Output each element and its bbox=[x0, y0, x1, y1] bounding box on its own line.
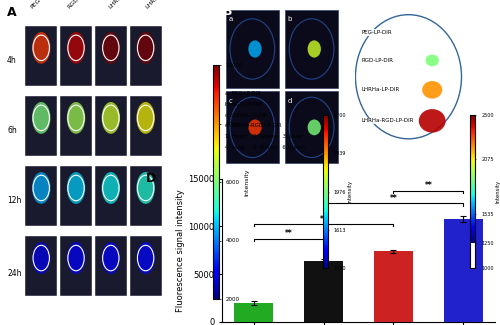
Y-axis label: Intensity: Intensity bbox=[348, 180, 352, 203]
Text: 4: Lung     5: Kidney   6: Tumor: 4: Lung 5: Kidney 6: Tumor bbox=[224, 145, 305, 150]
FancyBboxPatch shape bbox=[26, 96, 57, 156]
Ellipse shape bbox=[102, 172, 120, 204]
Bar bbox=[444, 219, 482, 322]
Text: 4h: 4h bbox=[7, 56, 17, 65]
Ellipse shape bbox=[136, 242, 155, 274]
Ellipse shape bbox=[32, 32, 50, 64]
Ellipse shape bbox=[102, 32, 120, 64]
Text: A: A bbox=[7, 6, 16, 20]
Text: LHRHa-LP-DIR: LHRHa-LP-DIR bbox=[108, 0, 142, 10]
FancyBboxPatch shape bbox=[26, 26, 57, 86]
Text: 6h: 6h bbox=[7, 126, 17, 135]
Y-axis label: Intensity: Intensity bbox=[495, 180, 500, 203]
FancyBboxPatch shape bbox=[130, 236, 162, 296]
FancyBboxPatch shape bbox=[285, 10, 338, 88]
Text: D: D bbox=[146, 172, 156, 185]
Ellipse shape bbox=[67, 102, 85, 134]
FancyBboxPatch shape bbox=[285, 91, 338, 163]
Text: d: LHRHa-RGD-LP-DIR: d: LHRHa-RGD-LP-DIR bbox=[224, 123, 281, 128]
Ellipse shape bbox=[32, 172, 50, 204]
Text: **: ** bbox=[285, 229, 292, 238]
Ellipse shape bbox=[102, 242, 120, 274]
Text: d: d bbox=[288, 98, 292, 104]
Text: LHRHa-RGD-LP-DIR: LHRHa-RGD-LP-DIR bbox=[144, 0, 190, 10]
Text: PEG-LP-DIR: PEG-LP-DIR bbox=[30, 0, 58, 10]
FancyBboxPatch shape bbox=[130, 166, 162, 226]
Text: c: c bbox=[228, 98, 232, 104]
FancyBboxPatch shape bbox=[60, 26, 92, 86]
Ellipse shape bbox=[136, 102, 155, 134]
Ellipse shape bbox=[136, 32, 155, 64]
FancyBboxPatch shape bbox=[130, 26, 162, 86]
Bar bbox=[374, 251, 412, 322]
Ellipse shape bbox=[426, 55, 439, 66]
Ellipse shape bbox=[67, 32, 85, 64]
Ellipse shape bbox=[67, 172, 85, 204]
FancyBboxPatch shape bbox=[26, 166, 57, 226]
Text: C: C bbox=[357, 5, 366, 18]
Bar bbox=[234, 303, 273, 322]
Text: LHRHa-LP-DIR: LHRHa-LP-DIR bbox=[361, 87, 400, 92]
Text: 24h: 24h bbox=[7, 269, 22, 279]
FancyBboxPatch shape bbox=[60, 96, 92, 156]
Text: b: RGD-LP-DIR: b: RGD-LP-DIR bbox=[224, 102, 262, 107]
Bar bbox=[304, 261, 343, 322]
FancyBboxPatch shape bbox=[60, 236, 92, 296]
Text: RGD-LP-DIR: RGD-LP-DIR bbox=[66, 0, 96, 10]
Text: B: B bbox=[224, 5, 233, 18]
Ellipse shape bbox=[136, 172, 155, 204]
FancyBboxPatch shape bbox=[26, 236, 57, 296]
Ellipse shape bbox=[308, 40, 321, 58]
FancyBboxPatch shape bbox=[95, 26, 127, 86]
Text: **: ** bbox=[390, 194, 398, 203]
Ellipse shape bbox=[32, 102, 50, 134]
Ellipse shape bbox=[419, 109, 446, 133]
FancyBboxPatch shape bbox=[130, 96, 162, 156]
Ellipse shape bbox=[422, 81, 442, 98]
FancyBboxPatch shape bbox=[226, 91, 279, 163]
Text: c: LHRHa-LP-DIR: c: LHRHa-LP-DIR bbox=[224, 113, 267, 118]
FancyBboxPatch shape bbox=[95, 166, 127, 226]
Ellipse shape bbox=[67, 242, 85, 274]
Text: a: PEG-LP-DIR: a: PEG-LP-DIR bbox=[224, 91, 260, 97]
Ellipse shape bbox=[32, 242, 50, 274]
FancyBboxPatch shape bbox=[95, 236, 127, 296]
Ellipse shape bbox=[248, 40, 262, 58]
Text: 1: Heart    2: Spleen   3: Liver: 1: Heart 2: Spleen 3: Liver bbox=[224, 134, 302, 139]
Text: a: a bbox=[228, 16, 232, 22]
Ellipse shape bbox=[308, 120, 321, 135]
Text: **: ** bbox=[320, 215, 328, 224]
Text: PEG-LP-DIR: PEG-LP-DIR bbox=[361, 30, 392, 35]
Text: RGD-LP-DIR: RGD-LP-DIR bbox=[361, 58, 393, 63]
Y-axis label: Fluorescence signal intensity: Fluorescence signal intensity bbox=[176, 189, 186, 312]
Text: b: b bbox=[288, 16, 292, 22]
FancyBboxPatch shape bbox=[226, 10, 279, 88]
Text: 12h: 12h bbox=[7, 196, 22, 205]
Ellipse shape bbox=[248, 120, 262, 135]
Text: LHRHa-RGD-LP-DIR: LHRHa-RGD-LP-DIR bbox=[361, 118, 414, 124]
Y-axis label: Intensity: Intensity bbox=[244, 168, 250, 196]
FancyBboxPatch shape bbox=[95, 96, 127, 156]
Ellipse shape bbox=[102, 102, 120, 134]
Text: **: ** bbox=[424, 181, 432, 190]
FancyBboxPatch shape bbox=[60, 166, 92, 226]
